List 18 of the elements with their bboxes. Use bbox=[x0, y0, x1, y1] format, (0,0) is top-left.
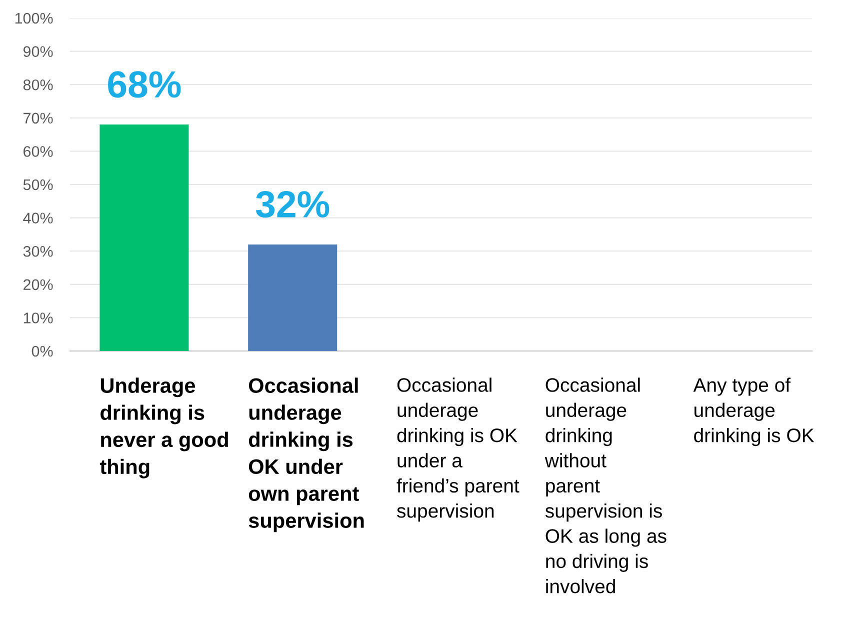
data-label: 32% bbox=[256, 191, 330, 218]
category-label: Occasional underage drinking without parent supervision is OK as long as no driving is involved bbox=[544, 378, 666, 594]
y-tick-label: 0% bbox=[32, 346, 53, 357]
y-tick-label: 10% bbox=[24, 312, 53, 324]
x-tick-label: Occasional underage drinking is OK under own parent supervision bbox=[248, 378, 364, 532]
x-tick-label: Underage drinking is never a good thing bbox=[100, 378, 228, 478]
y-tick-label: 30% bbox=[23, 246, 53, 257]
x-tick-label: Occasional underage drinking is OK under a friend’s parent supervision bbox=[396, 378, 520, 522]
x-tick-label: Any type of underage drinking is OK bbox=[693, 378, 814, 446]
data-label: 68% bbox=[108, 71, 181, 98]
y-tick-label: 50% bbox=[23, 179, 53, 190]
y-tick-label: 60% bbox=[24, 146, 53, 157]
y-tick-label: 20% bbox=[24, 279, 53, 290]
y-tick-label: 80% bbox=[23, 79, 53, 90]
y-tick-label: 70% bbox=[24, 112, 53, 124]
y-tick-label: 90% bbox=[23, 46, 53, 57]
y-tick-label: 40% bbox=[23, 212, 53, 224]
y-tick-label: 100% bbox=[15, 12, 53, 24]
